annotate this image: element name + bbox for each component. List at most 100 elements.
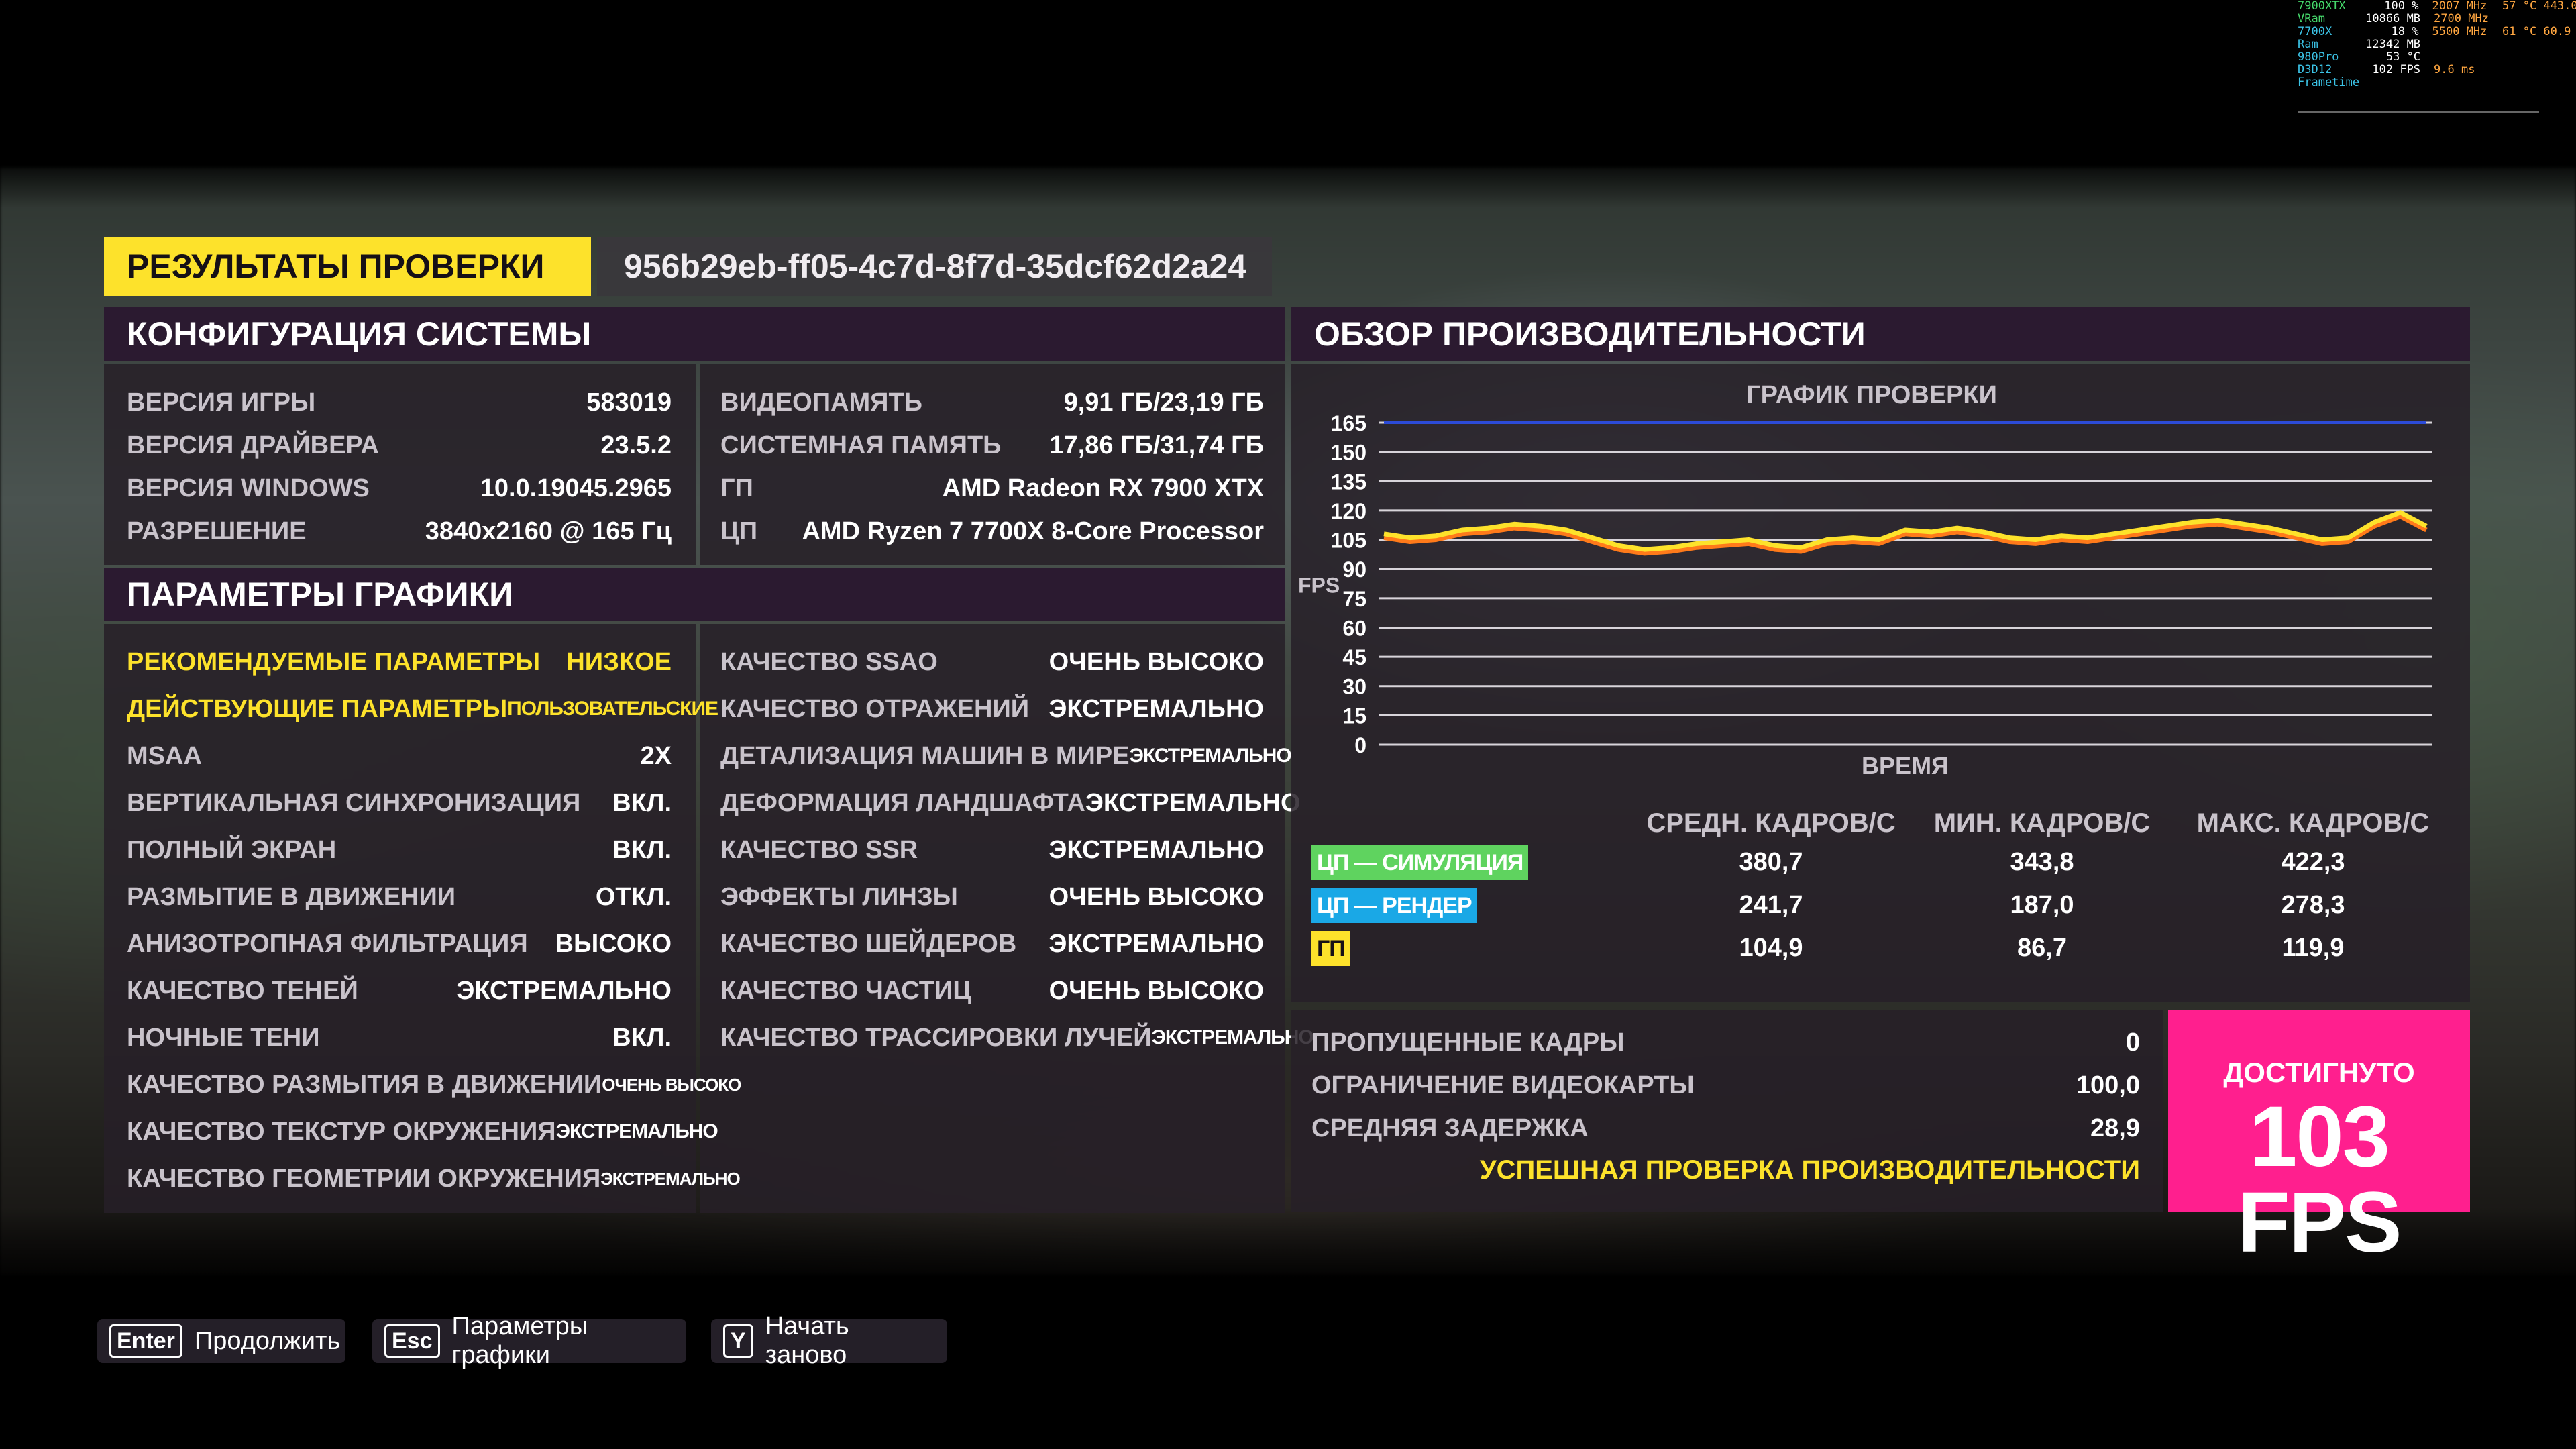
overlay-key: 7900XTX xyxy=(2298,0,2346,13)
performance-overlay: 7900XTX 100 % 2007 MHz 57 °C 443.0 W VRam 108… xyxy=(2298,0,2576,114)
setting-row: КАЧЕСТВО ЧАСТИЦ ОЧЕНЬ ВЫСОКО xyxy=(720,969,1264,1012)
achieved-label: ДОСТИГНУТО xyxy=(2223,1057,2415,1088)
overlay-value-2: 5500 MHz xyxy=(2432,25,2487,38)
setting-label: КАЧЕСТВО SSR xyxy=(720,835,918,864)
y-axis-label: FPS xyxy=(1298,573,1340,597)
setting-value: ВКЛ. xyxy=(612,1023,672,1052)
setting-value: 9,91 ГБ/23,19 ГБ xyxy=(1063,388,1264,417)
setting-label: РЕКОМЕНДУЕМЫЕ ПАРАМЕТРЫ xyxy=(127,647,541,676)
setting-label: ВЕРСИЯ ИГРЫ xyxy=(127,388,316,417)
stat-value-max: 422,3 xyxy=(2281,848,2345,876)
stats-column-header: СРЕДН. КАДРОВ/С xyxy=(1646,808,1896,838)
setting-label: АНИЗОТРОПНАЯ ФИЛЬТРАЦИЯ xyxy=(127,929,528,958)
setting-value: ЭКСТРЕМАЛЬНО xyxy=(1085,788,1301,817)
overlay-key: VRam xyxy=(2298,12,2325,25)
setting-label: ЭФФЕКТЫ ЛИНЗЫ xyxy=(720,882,958,911)
setting-label: ДЕФОРМАЦИЯ ЛАНДШАФТА xyxy=(720,788,1085,817)
y-tick-label: 0 xyxy=(1354,733,1366,757)
setting-value: ОЧЕНЬ ВЫСОКО xyxy=(1049,882,1264,911)
setting-value: ВКЛ. xyxy=(612,788,672,817)
key-esc-icon: Esc xyxy=(384,1324,440,1358)
setting-label: КАЧЕСТВО ОТРАЖЕНИЙ xyxy=(720,694,1030,723)
overlay-value-3 xyxy=(2505,51,2576,64)
graphics-right-box xyxy=(700,624,1285,1213)
achieved-value: 103 FPS xyxy=(2237,1089,2402,1271)
setting-row: КАЧЕСТВО РАЗМЫТИЯ В ДВИЖЕНИИ ОЧЕНЬ ВЫСОКО xyxy=(127,1063,741,1106)
setting-value: 17,86 ГБ/31,74 ГБ xyxy=(1049,431,1264,460)
setting-value: ЭКСТРЕМАЛЬНО xyxy=(1049,694,1264,723)
overlay-value-2: 9.6 ms xyxy=(2434,63,2475,76)
summary-row: СРЕДНЯЯ ЗАДЕРЖКА 28,9 xyxy=(1311,1107,2140,1150)
system-config-left-box xyxy=(104,364,696,565)
stats-column-header: МИН. КАДРОВ/С xyxy=(1933,808,2151,838)
setting-value: ОЧЕНЬ ВЫСОКО xyxy=(1049,976,1264,1005)
key-enter-icon: Enter xyxy=(109,1324,182,1358)
overlay-value: 100 % xyxy=(2384,0,2419,13)
setting-label: ПОЛНЫЙ ЭКРАН xyxy=(127,835,337,864)
stats-column-header: МАКС. КАДРОВ/С xyxy=(2196,808,2430,838)
overlay-row: 980Pro 53 °C xyxy=(2298,51,2576,64)
setting-row: НОЧНЫЕ ТЕНИ ВКЛ. xyxy=(127,1016,672,1059)
overlay-value-2: 2007 MHz xyxy=(2432,0,2487,13)
setting-row: ВЕРСИЯ ИГРЫ 583019 xyxy=(127,381,672,424)
setting-row: КАЧЕСТВО ГЕОМЕТРИИ ОКРУЖЕНИЯ ЭКСТРЕМАЛЬНО xyxy=(127,1157,741,1200)
run-id: 956b29eb-ff05-4c7d-8f7d-35dcf62d2a24 xyxy=(597,237,1272,296)
setting-value: 583019 xyxy=(586,388,672,417)
setting-label: ДЕЙСТВУЮЩИЕ ПАРАМЕТРЫ xyxy=(127,694,508,723)
setting-label: НОЧНЫЕ ТЕНИ xyxy=(127,1023,320,1052)
setting-label: КАЧЕСТВО ТЕКСТУР ОКРУЖЕНИЯ xyxy=(127,1117,556,1146)
summary-value: 100,0 xyxy=(2076,1071,2140,1099)
setting-row: ДЕЙСТВУЮЩИЕ ПАРАМЕТРЫ ПОЛЬЗОВАТЕЛЬСКИЕ xyxy=(127,688,718,731)
setting-label: ВЕРТИКАЛЬНАЯ СИНХРОНИЗАЦИЯ xyxy=(127,788,581,817)
setting-label: КАЧЕСТВО ТРАССИРОВКИ ЛУЧЕЙ xyxy=(720,1023,1152,1052)
setting-label: ГП xyxy=(720,474,753,502)
setting-label: КАЧЕСТВО РАЗМЫТИЯ В ДВИЖЕНИИ xyxy=(127,1070,602,1099)
setting-row: ЭФФЕКТЫ ЛИНЗЫ ОЧЕНЬ ВЫСОКО xyxy=(720,875,1264,918)
setting-label: РАЗРЕШЕНИЕ xyxy=(127,517,307,545)
stat-source-label: ЦП — РЕНДЕР xyxy=(1311,888,1477,923)
graphics-params-header: ПАРАМЕТРЫ ГРАФИКИ xyxy=(104,568,1285,621)
y-tick-label: 60 xyxy=(1342,616,1366,640)
setting-value: AMD Radeon RX 7900 XTX xyxy=(942,474,1264,502)
performance-box xyxy=(1291,364,2470,1002)
setting-row: КАЧЕСТВО ТЕНЕЙ ЭКСТРЕМАЛЬНО xyxy=(127,969,672,1012)
stat-value-max: 119,9 xyxy=(2282,934,2345,962)
button-y[interactable]: Y Начать заново xyxy=(711,1312,947,1369)
y-tick-label: 45 xyxy=(1342,645,1366,669)
overlay-value-3 xyxy=(2505,76,2576,89)
overlay-key: Ram xyxy=(2298,38,2318,51)
setting-label: ВЕРСИЯ WINDOWS xyxy=(127,474,370,502)
setting-row: ДЕТАЛИЗАЦИЯ МАШИН В МИРЕ ЭКСТРЕМАЛЬНО xyxy=(720,735,1292,777)
overlay-value-2 xyxy=(2434,38,2505,51)
setting-row: РЕКОМЕНДУЕМЫЕ ПАРАМЕТРЫ НИЗКОЕ xyxy=(127,641,672,684)
setting-row: ГП AMD Radeon RX 7900 XTX xyxy=(720,467,1264,510)
overlay-value-2 xyxy=(2434,76,2505,89)
overlay-value: 12342 MB xyxy=(2365,38,2421,51)
overlay-key: Frametime xyxy=(2298,76,2360,89)
setting-row: ЦП AMD Ryzen 7 7700X 8-Core Processor xyxy=(720,510,1264,553)
button-esc[interactable]: Esc Параметры графики xyxy=(372,1312,686,1369)
achieved-fps-box: ДОСТИГНУТО 103 FPS xyxy=(2168,1010,2470,1266)
y-tick-label: 15 xyxy=(1342,704,1366,728)
setting-value: 3840x2160 @ 165 Гц xyxy=(425,517,672,545)
setting-row: ВИДЕОПАМЯТЬ 9,91 ГБ/23,19 ГБ xyxy=(720,381,1264,424)
summary-label: ПРОПУЩЕННЫЕ КАДРЫ xyxy=(1311,1028,1625,1057)
setting-row: ПОЛНЫЙ ЭКРАН ВКЛ. xyxy=(127,828,672,871)
setting-row: КАЧЕСТВО ОТРАЖЕНИЙ ЭКСТРЕМАЛЬНО xyxy=(720,688,1264,731)
button-label: Продолжить xyxy=(194,1326,341,1355)
setting-value: ЭКСТРЕМАЛЬНО xyxy=(456,976,672,1005)
setting-label: РАЗМЫТИЕ В ДВИЖЕНИИ xyxy=(127,882,456,911)
overlay-key: D3D12 xyxy=(2298,63,2332,76)
overlay-value: 102 FPS xyxy=(2372,63,2421,76)
setting-value: 10.0.19045.2965 xyxy=(480,474,672,502)
y-tick-label: 165 xyxy=(1331,411,1366,435)
overlay-value: 10866 MB xyxy=(2365,12,2421,25)
setting-label: ЦП xyxy=(720,517,758,545)
background-fade-top xyxy=(0,154,2576,208)
setting-row: РАЗРЕШЕНИЕ 3840x2160 @ 165 Гц xyxy=(127,510,672,553)
overlay-row: D3D12 102 FPS 9.6 ms xyxy=(2298,64,2576,76)
summary-row: ПРОПУЩЕННЫЕ КАДРЫ 0 xyxy=(1311,1021,2140,1064)
setting-label: ВИДЕОПАМЯТЬ xyxy=(720,388,922,417)
button-enter[interactable]: Enter Продолжить xyxy=(97,1319,345,1363)
stat-value-avg: 104,9 xyxy=(1739,934,1803,962)
